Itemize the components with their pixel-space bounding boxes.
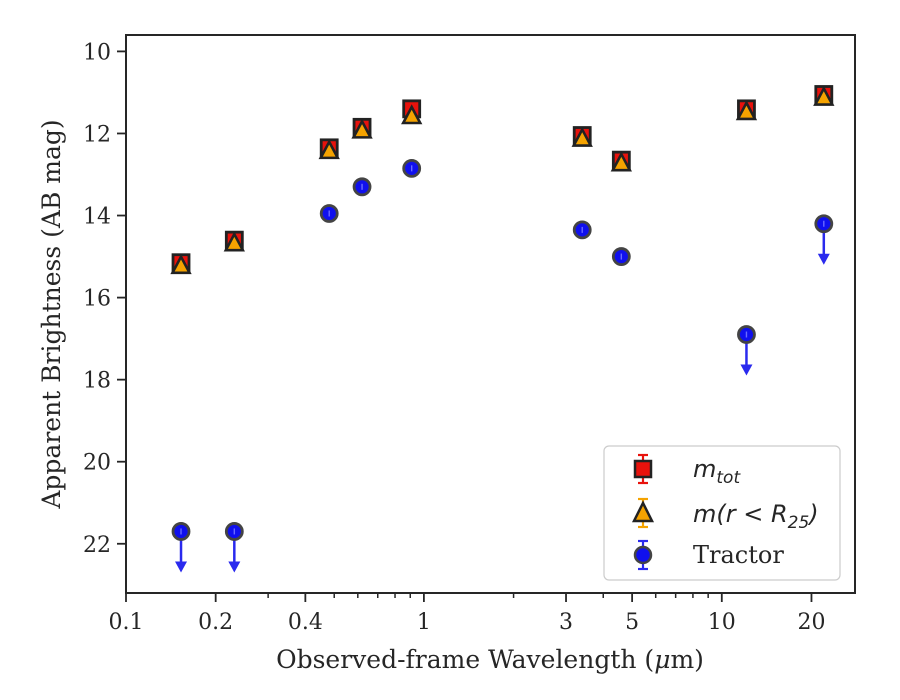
y-tick-label: 10 [83, 40, 111, 65]
x-tick-label: 10 [708, 610, 736, 635]
y-axis-ticks: 10 12 14 16 18 20 22 [83, 40, 126, 558]
x-tick-label: 1 [417, 610, 431, 635]
x-axis-ticks: 0.1 0.2 0.4 1 3 5 10 20 [109, 593, 825, 635]
legend-label-mr25: m(r < R25) [693, 500, 819, 533]
y-axis-title: Apparent Brightness (AB mag) [37, 119, 66, 509]
y-tick-label: 14 [83, 205, 111, 230]
point-mr25 [223, 231, 245, 252]
x-tick-label: 0.2 [198, 610, 233, 635]
y-tick-label: 22 [83, 533, 111, 558]
x-axis-title: Observed-frame Wavelength (μm) [276, 645, 704, 674]
point-mr25 [571, 126, 593, 147]
legend-square-marker [633, 459, 653, 479]
legend: mtot m(r < R25) Tractor [603, 445, 841, 581]
x-tick-label: 20 [797, 610, 825, 635]
upper-limit-arrowhead [228, 561, 241, 573]
legend-entry-tractor: Tractor [633, 539, 784, 571]
point-mr25 [610, 151, 632, 172]
point-mr25 [735, 100, 758, 121]
legend-entry-mtot: mtot [633, 453, 741, 488]
x-tick-label: 0.4 [288, 610, 323, 635]
y-tick-label: 12 [83, 122, 111, 147]
point-mr25 [401, 104, 423, 125]
point-mr25 [170, 253, 192, 275]
y-tick-label: 18 [83, 369, 111, 394]
point-mr25 [318, 139, 340, 160]
plot-frame [125, 34, 856, 594]
upper-limit-arrowhead [740, 364, 753, 376]
x-tick-label: 3 [559, 610, 573, 635]
upper-limit-arrowhead [817, 253, 830, 265]
series-mr25 [170, 85, 835, 275]
series-mtot [171, 85, 834, 273]
legend-circle-marker [633, 545, 653, 565]
legend-label-mtot: mtot [693, 455, 741, 488]
point-mr25 [351, 118, 373, 139]
series-tractor [171, 158, 834, 573]
x-tick-label: 0.1 [109, 610, 144, 635]
data-series [170, 85, 835, 573]
legend-triangle-marker [631, 500, 655, 523]
y-tick-label: 20 [83, 451, 111, 476]
upper-limit-arrowhead [175, 561, 188, 573]
legend-box [603, 445, 841, 581]
legend-label-tractor: Tractor [693, 541, 784, 569]
point-mr25 [813, 85, 835, 106]
y-tick-label: 16 [83, 287, 111, 312]
legend-entry-mr25: m(r < R25) [631, 497, 819, 533]
x-tick-label: 5 [625, 610, 639, 635]
